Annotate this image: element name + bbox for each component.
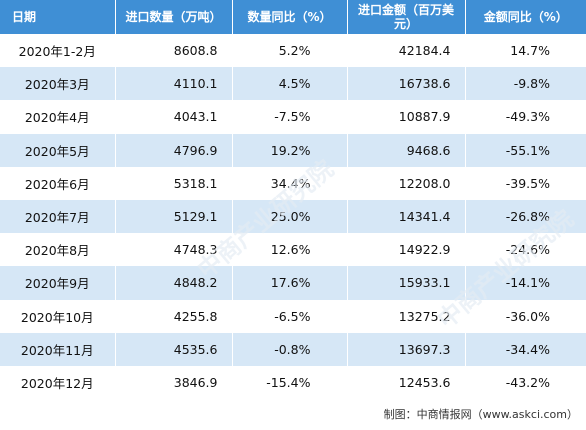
cell-import-value: 42184.4: [347, 34, 466, 68]
cell-import-value: 13697.3: [347, 332, 466, 366]
data-table: 日期 进口数量（万吨） 数量同比（%） 进口金额（百万美元） 金额同比（%） 2…: [0, 0, 586, 400]
cell-value-yoy: -49.3%: [505, 109, 550, 125]
table-body: 2020年1-2月 8608.8 5.2% 42184.4 14.7% 2020年3月 41…: [0, 34, 586, 400]
cell-date: 2020年11月: [0, 332, 116, 366]
cell-value-yoy: -14.1%: [505, 275, 550, 291]
cell-import-volume: 4255.8: [115, 299, 233, 333]
cell-date: 2020年1-2月: [0, 34, 116, 68]
cell-volume-yoy: 17.6%: [232, 266, 348, 300]
cell-volume-yoy: 19.2%: [232, 133, 348, 167]
cell-import-value: 16738.6: [347, 67, 466, 101]
cell-import-value: 14922.9: [347, 233, 466, 267]
header-row: 日期 进口数量（万吨） 数量同比（%） 进口金额（百万美元） 金额同比（%）: [0, 0, 586, 34]
table-row: 2020年8月 4748.3 12.6% 14922.9 -24.6%: [0, 233, 586, 267]
cell-import-value: 9468.6: [347, 133, 466, 167]
cell-value-yoy: -9.8%: [513, 76, 550, 92]
table-row: 2020年3月 4110.1 4.5% 16738.6 -9.8%: [0, 67, 586, 101]
cell-date: 2020年4月: [0, 100, 116, 134]
table-row: 2020年4月 4043.1 -7.5% 10887.9 -49.3%: [0, 100, 586, 134]
header-date: 日期: [0, 0, 116, 34]
cell-import-volume: 4535.6: [115, 332, 233, 366]
header-import-value: 进口金额（百万美元）: [347, 0, 466, 34]
cell-import-volume: 4748.3: [115, 233, 233, 267]
header-value-yoy: 金额同比（%）: [483, 10, 568, 24]
cell-volume-yoy: 25.0%: [232, 199, 348, 234]
cell-date: 2020年6月: [0, 166, 116, 200]
header-import-volume: 进口数量（万吨）: [115, 0, 233, 34]
table-row: 2020年12月 3846.9 -15.4% 12453.6 -43.2%: [0, 365, 586, 400]
cell-value-yoy: -43.2%: [505, 374, 550, 390]
cell-date: 2020年10月: [0, 299, 116, 333]
cell-import-volume: 5318.1: [115, 166, 233, 200]
table-row: 2020年5月 4796.9 19.2% 9468.6 -55.1%: [0, 133, 586, 167]
cell-import-value: 13275.2: [347, 299, 466, 333]
cell-volume-yoy: -0.8%: [232, 332, 348, 366]
table-row: 2020年11月 4535.6 -0.8% 13697.3 -34.4%: [0, 332, 586, 366]
cell-date: 2020年12月: [0, 365, 116, 400]
cell-volume-yoy: -15.4%: [232, 365, 348, 400]
cell-import-value: 12208.0: [347, 166, 466, 200]
cell-volume-yoy: -6.5%: [232, 299, 348, 333]
cell-value-yoy: -34.4%: [505, 341, 550, 357]
cell-date: 2020年7月: [0, 199, 116, 234]
cell-import-value: 10887.9: [347, 100, 466, 134]
table-row: 2020年1-2月 8608.8 5.2% 42184.4 14.7%: [0, 34, 586, 68]
cell-import-volume: 4043.1: [115, 100, 233, 134]
cell-value-yoy: -36.0%: [505, 308, 550, 324]
table-row: 2020年10月 4255.8 -6.5% 13275.2 -36.0%: [0, 299, 586, 333]
cell-date: 2020年3月: [0, 67, 116, 101]
cell-value-yoy: -26.8%: [505, 209, 550, 225]
cell-import-volume: 4796.9: [115, 133, 233, 167]
cell-date: 2020年9月: [0, 266, 116, 300]
cell-volume-yoy: 34.4%: [232, 166, 348, 200]
cell-volume-yoy: 12.6%: [232, 233, 348, 267]
cell-import-volume: 5129.1: [115, 199, 233, 234]
cell-date: 2020年8月: [0, 233, 116, 267]
cell-value-yoy: -24.6%: [505, 242, 550, 258]
cell-import-volume: 8608.8: [115, 34, 233, 68]
cell-volume-yoy: -7.5%: [232, 100, 348, 134]
cell-volume-yoy: 5.2%: [232, 34, 348, 68]
cell-value-yoy: -39.5%: [505, 175, 550, 191]
source-note: 制图：中商情报网（www.askci.com）: [383, 408, 578, 421]
cell-import-volume: 3846.9: [115, 365, 233, 400]
header-volume-yoy: 数量同比（%）: [232, 0, 348, 34]
table-row: 2020年6月 5318.1 34.4% 12208.0 -39.5%: [0, 166, 586, 200]
cell-import-volume: 4110.1: [115, 67, 233, 101]
cell-import-value: 12453.6: [347, 365, 466, 400]
cell-import-volume: 4848.2: [115, 266, 233, 300]
cell-volume-yoy: 4.5%: [232, 67, 348, 101]
table-row: 2020年7月 5129.1 25.0% 14341.4 -26.8%: [0, 199, 586, 234]
cell-value-yoy: 14.7%: [510, 43, 550, 59]
table-row: 2020年9月 4848.2 17.6% 15933.1 -14.1%: [0, 266, 586, 300]
cell-value-yoy: -55.1%: [505, 142, 550, 158]
cell-import-value: 15933.1: [347, 266, 466, 300]
cell-import-value: 14341.4: [347, 199, 466, 234]
cell-date: 2020年5月: [0, 133, 116, 167]
